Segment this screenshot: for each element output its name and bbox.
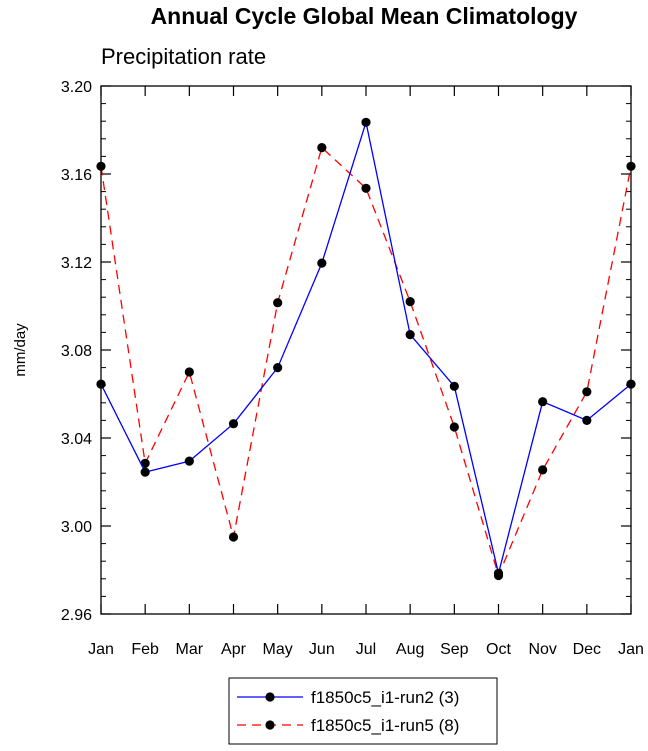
- data-point: [538, 397, 548, 407]
- x-tick-label: Mar: [176, 641, 204, 658]
- data-point: [582, 387, 592, 397]
- x-tick-labels: Jan Feb Mar Apr May Jun Jul Aug Sep Oct Nov Dec Jan: [88, 641, 644, 658]
- chart-subtitle: Precipitation rate: [101, 44, 266, 69]
- legend-swatch-marker: [265, 720, 275, 730]
- x-tick-label: May: [263, 641, 293, 658]
- data-point: [184, 456, 194, 466]
- legend-label: f1850c5_i1-run2 (3): [311, 688, 459, 707]
- major-ticks: [100, 85, 632, 615]
- data-point: [582, 415, 592, 425]
- chart-title: Annual Cycle Global Mean Climatology: [151, 3, 578, 29]
- data-point: [449, 381, 459, 391]
- y-tick-label: 3.16: [61, 167, 92, 184]
- data-point: [538, 465, 548, 475]
- x-tick-label: Aug: [396, 641, 424, 658]
- series-layer: [96, 117, 636, 581]
- data-point: [317, 258, 327, 268]
- data-point: [228, 532, 239, 542]
- x-tick-label: Dec: [573, 641, 601, 658]
- series-line: [100, 146, 632, 578]
- x-tick-label: Jul: [356, 641, 376, 658]
- y-axis-label: mm/day: [12, 323, 29, 377]
- series-2: [96, 143, 636, 581]
- x-tick-label: Jan: [88, 641, 114, 658]
- x-tick-label: Feb: [131, 641, 159, 658]
- data-point: [273, 298, 283, 308]
- legend-label: f1850c5_i1-run5 (8): [311, 716, 459, 735]
- y-tick-label: 3.20: [61, 79, 92, 96]
- y-tick-label: 3.00: [61, 519, 92, 536]
- plot-frame: [100, 85, 632, 615]
- x-tick-label: Jun: [309, 641, 335, 658]
- y-tick-label: 2.96: [61, 607, 92, 624]
- y-tick-labels: 2.96 3.00 3.04 3.08 3.12 3.16 3.20: [61, 79, 92, 624]
- series-1: [96, 117, 636, 578]
- data-point: [140, 467, 150, 477]
- data-point: [228, 419, 239, 429]
- x-tick-label: Oct: [486, 641, 511, 658]
- y-tick-label: 3.04: [61, 431, 92, 448]
- data-point: [405, 297, 415, 307]
- data-point: [140, 458, 150, 468]
- legend-box: [228, 677, 498, 745]
- data-point: [405, 330, 415, 340]
- data-point: [273, 363, 283, 373]
- data-point: [361, 183, 371, 193]
- data-point: [184, 367, 194, 377]
- data-point: [361, 117, 371, 127]
- legend: f1850c5_i1-run2 (3) f1850c5_i1-run5 (8): [228, 677, 498, 745]
- y-tick-label: 3.12: [61, 255, 92, 272]
- x-tick-label: Nov: [528, 641, 556, 658]
- data-point: [317, 143, 327, 153]
- y-tick-label: 3.08: [61, 343, 92, 360]
- data-point: [449, 422, 459, 432]
- legend-swatch-marker: [265, 692, 275, 702]
- x-tick-label: Sep: [440, 641, 469, 658]
- minor-ticks: [101, 103, 631, 597]
- x-tick-label: Apr: [221, 641, 247, 658]
- data-point: [493, 568, 504, 578]
- x-tick-label: Jan: [618, 641, 644, 658]
